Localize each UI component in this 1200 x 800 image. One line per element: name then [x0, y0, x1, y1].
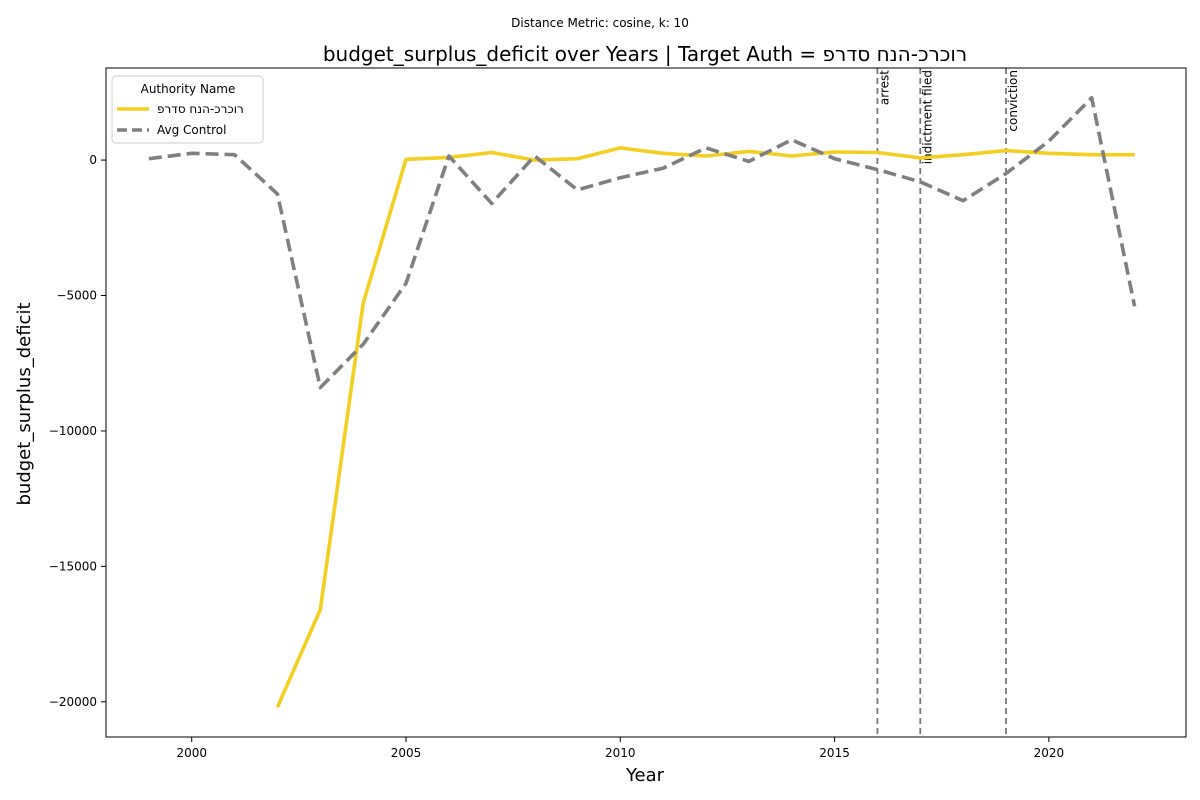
legend: Authority Name רוכרכ-הנח סדרפ Avg Control [111, 75, 264, 144]
chart-suptitle: Distance Metric: cosine, k: 10 [511, 16, 689, 30]
legend-label: רוכרכ-הנח סדרפ [157, 102, 244, 116]
x-tick-label: 2020 [1034, 746, 1065, 760]
x-tick-label: 2005 [391, 746, 422, 760]
series-line-0 [275, 146, 1135, 708]
axes-frame [105, 67, 1187, 738]
legend-box [111, 75, 264, 144]
y-tick-label: −5000 [56, 289, 97, 303]
x-axis-label: Year [625, 765, 665, 786]
legend-label: Avg Control [157, 123, 226, 137]
x-tick-label: 2015 [819, 746, 850, 760]
plot-area: arrest indictment filed conviction 2000 2005… [49, 67, 1187, 760]
event-label: indictment filed [920, 70, 934, 164]
y-tick-label: −20000 [49, 695, 97, 709]
legend-title: Authority Name [141, 82, 236, 96]
event-label: conviction [1006, 70, 1020, 132]
y-axis-label: budget_surplus_deficit [14, 302, 35, 505]
y-tick-label: −15000 [49, 559, 97, 573]
y-tick-label: 0 [89, 153, 97, 167]
series-line-1 [148, 96, 1137, 390]
event-label: arrest [877, 70, 891, 105]
chart-title: budget_surplus_deficit over Years | Targ… [323, 42, 967, 66]
y-tick-label: −10000 [49, 424, 97, 438]
x-tick-label: 2000 [176, 746, 207, 760]
x-tick-label: 2010 [605, 746, 636, 760]
